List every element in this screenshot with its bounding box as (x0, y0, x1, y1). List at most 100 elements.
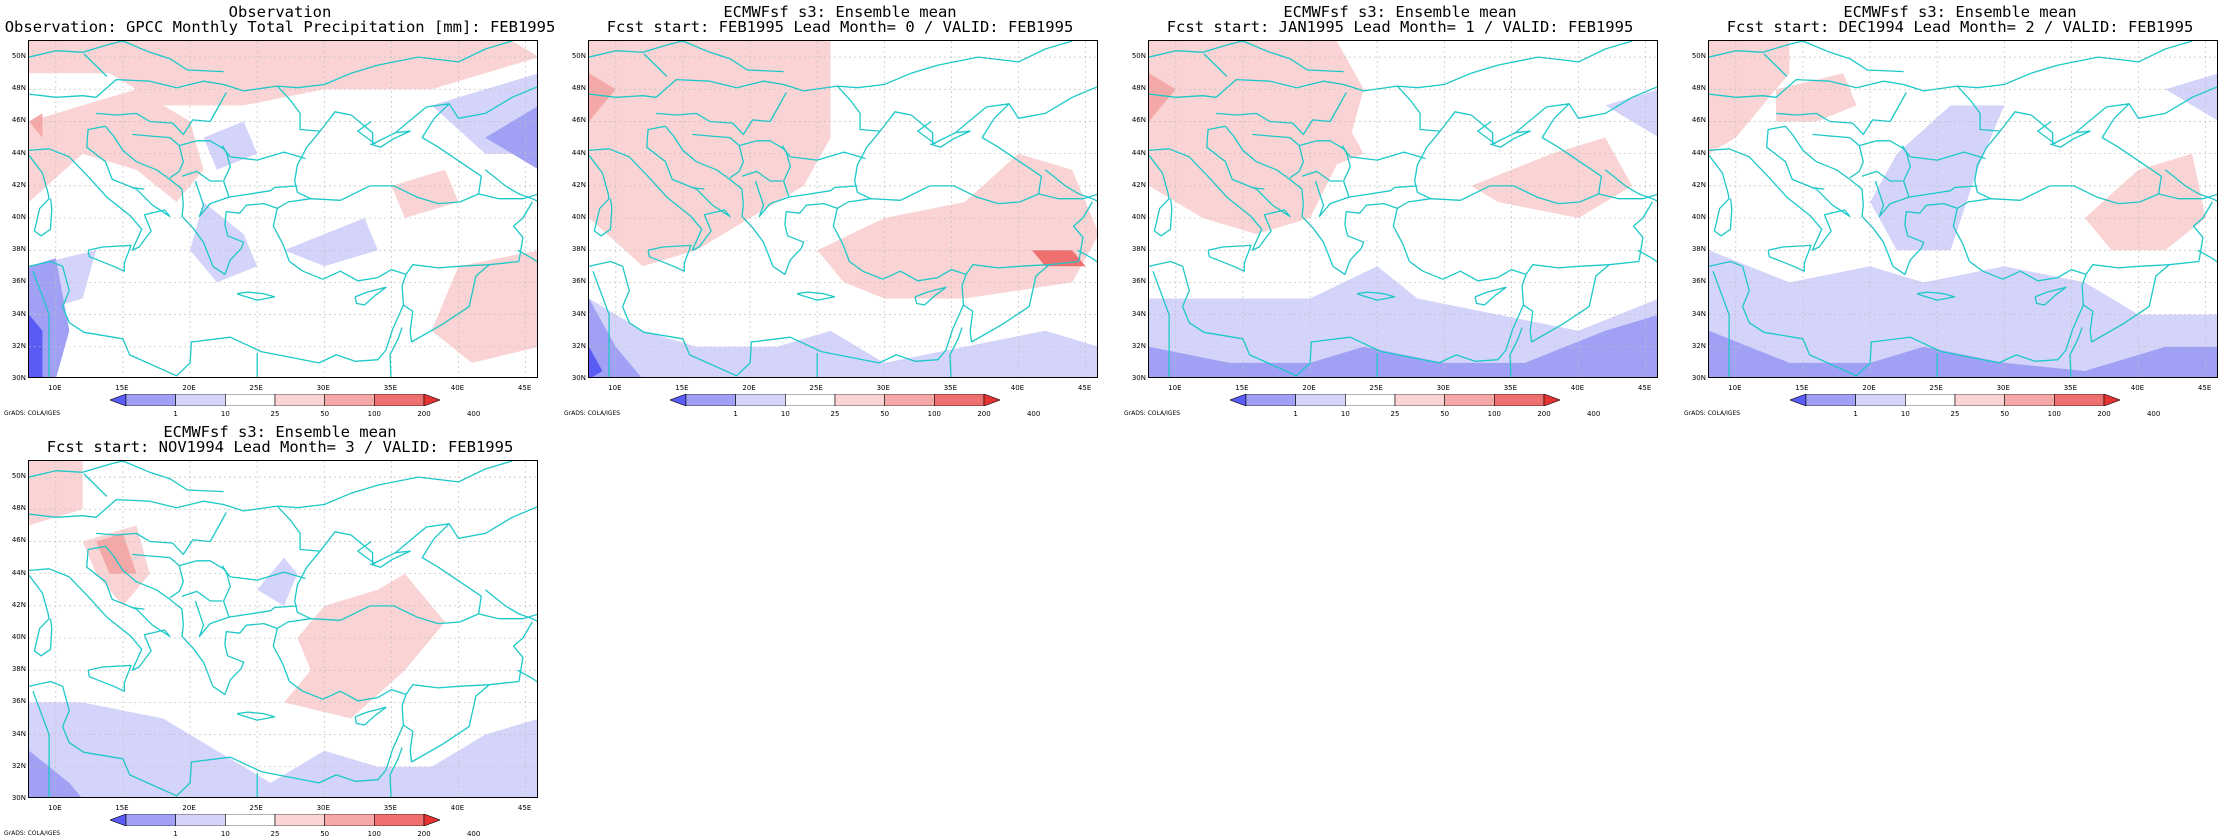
lon-tick-label: 30E (1996, 384, 2010, 392)
lat-tick-label: 48N (571, 84, 586, 93)
colorbar-swatch (1543, 394, 1560, 406)
coastline (1474, 286, 1507, 306)
colorbar-swatch (374, 394, 425, 406)
coastline (82, 41, 224, 73)
lat-tick-label: 36N (11, 277, 26, 286)
colorbar (1230, 394, 1560, 406)
coastline (741, 170, 783, 182)
coastline (1785, 125, 1958, 276)
colorbar-label: 400 (1586, 410, 1601, 418)
colorbar (110, 814, 440, 826)
coastline (1632, 201, 1653, 262)
shading-region (485, 106, 537, 169)
coastline (29, 513, 56, 518)
lon-tick-label: 25E (1929, 384, 1943, 392)
coastline (132, 133, 184, 179)
lat-tick-label: 46N (11, 536, 26, 545)
panel-title: ECMWFsf s3: Ensemble mean (163, 423, 397, 441)
coastline (1861, 170, 1903, 182)
colorbar-label: 400 (2146, 410, 2161, 418)
coastline (1709, 208, 2087, 377)
colorbar-label: 50 (880, 410, 890, 418)
shading-region (29, 89, 204, 202)
colorbar-swatch (884, 394, 935, 406)
coastline (1916, 291, 1956, 301)
coastline (971, 264, 1050, 343)
coastline (1149, 154, 1173, 237)
coastline (963, 304, 974, 343)
lon-tick-label: 25E (249, 384, 263, 392)
lat-tick-label: 34N (11, 309, 26, 318)
lat-tick-label: 42N (1691, 180, 1706, 189)
coastline (2069, 327, 2083, 377)
coastline (32, 270, 50, 377)
coastline (29, 574, 53, 657)
lon-tick-label: 45E (2197, 384, 2212, 392)
colorbar-swatch (324, 394, 375, 406)
coastline (1776, 92, 1907, 136)
coastline (1956, 103, 2162, 209)
shading-region (29, 702, 537, 797)
colorbar-label: 400 (466, 830, 481, 838)
colorbar-label: 1 (173, 830, 178, 838)
colorbar-swatch (1345, 394, 1396, 406)
lat-tick-label: 46N (1131, 116, 1146, 125)
colorbar-swatch (274, 814, 325, 826)
colorbar-label: 50 (320, 410, 330, 418)
coastline (1269, 41, 1633, 92)
coastline (1829, 41, 2193, 92)
colorbar-label: 100 (2047, 410, 2062, 418)
map-panel-3: ECMWFsf s3: Ensemble mean Fcst start: JAN… (1120, 0, 1680, 420)
shading-region (1709, 330, 2217, 377)
coastline (1356, 291, 1396, 301)
coastline (589, 208, 967, 377)
grads-credit: GrADS: COLA/IGES (4, 830, 61, 837)
shading-region (1149, 315, 1657, 377)
coastline (836, 103, 1042, 209)
coastline (29, 93, 56, 98)
lon-tick-label: 25E (249, 804, 263, 812)
coastline (236, 291, 276, 301)
coastline (1735, 78, 1830, 98)
coastline (1477, 120, 1496, 145)
coastline (83, 53, 108, 77)
coastline (1044, 169, 1097, 202)
lon-tick-label: 30E (316, 804, 330, 812)
lat-tick-label: 40N (11, 633, 26, 642)
coastline (276, 103, 482, 209)
colorbar-swatch (374, 814, 425, 826)
coastline (55, 498, 150, 518)
coastline (130, 606, 145, 610)
lon-tick-label: 35E (943, 384, 958, 392)
coastline (512, 201, 533, 262)
precipitation-map (1148, 40, 1658, 378)
coastline (709, 41, 1073, 92)
coastline (403, 304, 414, 343)
coastline (836, 85, 881, 132)
colorbar-swatch (1805, 394, 1856, 406)
lat-tick-label: 30N (571, 374, 586, 382)
coastline (1072, 201, 1093, 262)
lat-tick-label: 38N (1131, 245, 1146, 254)
coastline (1525, 264, 1559, 275)
lon-tick-label: 45E (1637, 384, 1652, 392)
coastline (448, 506, 537, 539)
grads-credit: GrADS: COLA/IGES (1684, 410, 1741, 417)
shading-region (589, 73, 616, 122)
map-canvas (1149, 41, 1657, 377)
colorbar-swatch (983, 394, 1000, 406)
precipitation-map (28, 460, 538, 798)
colorbar-swatch (1230, 394, 1247, 406)
coastline (1152, 270, 1170, 377)
colorbar-swatch (225, 394, 276, 406)
colorbar-label: 400 (466, 410, 481, 418)
coastline (2158, 193, 2217, 200)
coastline (642, 41, 784, 73)
coastline (221, 565, 298, 618)
coastline (1604, 169, 1657, 202)
colorbar-label: 10 (1340, 410, 1350, 418)
coastline (357, 120, 376, 145)
coastline (438, 260, 519, 269)
precipitation-map (1708, 40, 2218, 378)
shading-region (1149, 73, 1176, 122)
